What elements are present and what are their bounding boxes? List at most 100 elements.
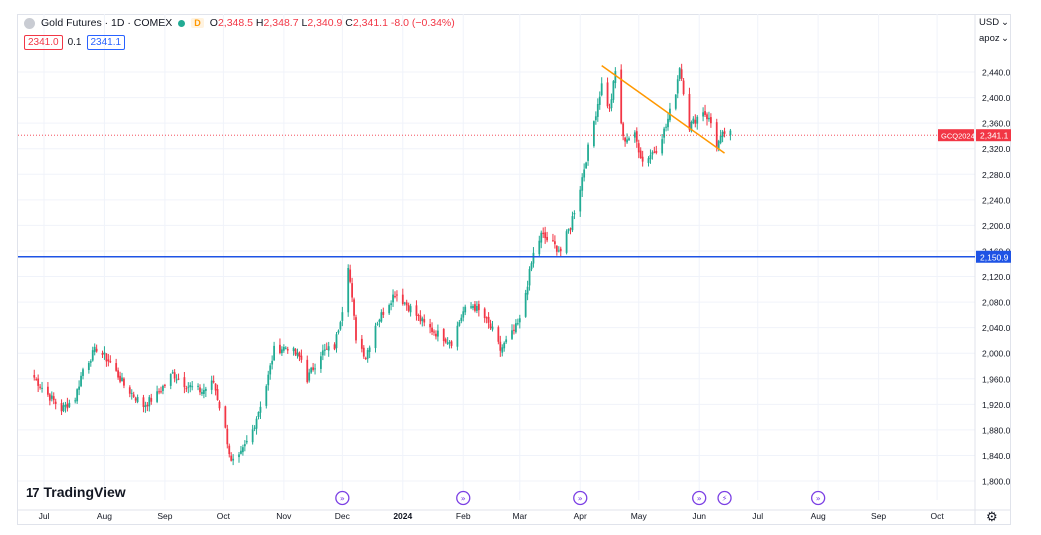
candle-body [515, 323, 517, 333]
high-key: H [255, 17, 264, 29]
candle-body [183, 377, 186, 388]
candle-body [403, 302, 406, 304]
candle-body [351, 283, 353, 298]
candle-body [460, 317, 463, 322]
candle-body [704, 111, 706, 115]
candle-body [341, 312, 344, 321]
settings-gear-icon[interactable]: ⚙ [986, 509, 998, 524]
candle-body [608, 107, 611, 109]
candle-body [682, 80, 685, 95]
candle-body [312, 367, 314, 370]
candle-body [201, 392, 203, 394]
candle-body [362, 347, 365, 357]
event-marker-circle [456, 490, 471, 506]
candle-body [491, 326, 494, 330]
candle-body [552, 240, 554, 242]
candle-body [282, 346, 285, 351]
candle-body [518, 318, 521, 323]
buy-button[interactable]: 2341.1 [86, 35, 126, 50]
candle-body [146, 404, 149, 407]
candle-body [259, 406, 262, 413]
candle-body [68, 402, 71, 407]
x-tick-label: Apr [574, 511, 587, 521]
candle-body [620, 69, 623, 124]
event-marker-circle [335, 490, 350, 506]
event-marker-circle [811, 490, 826, 506]
candle-body [327, 346, 330, 351]
candle-body [594, 116, 597, 121]
candle-body [639, 150, 642, 159]
candle-body [721, 131, 724, 138]
candle-body [626, 139, 628, 143]
candle-body [203, 389, 205, 394]
candle-body [115, 363, 118, 371]
candle-body [271, 360, 274, 365]
candle-body [431, 327, 433, 332]
candle-body [680, 69, 683, 79]
event-arrow-icon: » [697, 494, 702, 503]
sell-button[interactable]: 2341.0 [24, 35, 63, 50]
y-tick-label: 2,000.0 [982, 349, 1011, 359]
y-tick-label: 2,040.0 [982, 323, 1011, 333]
candle-body [688, 93, 691, 130]
candle-body [314, 368, 316, 370]
candle-body [148, 397, 151, 407]
candle-body [464, 306, 467, 313]
currency-selector[interactable]: USD ⌄ [979, 17, 1009, 28]
candle-body [171, 372, 174, 374]
x-tick-label: Sep [871, 511, 886, 521]
candle-body [130, 392, 133, 394]
candle-body [581, 177, 584, 191]
candle-body [708, 117, 710, 120]
open-key: O [209, 17, 218, 29]
y-tick-label: 1,840.0 [982, 451, 1011, 461]
candle-body [380, 312, 383, 322]
candle-body [483, 308, 486, 319]
candle-body [228, 445, 231, 455]
candle-body [175, 379, 178, 381]
candle-body [158, 391, 160, 393]
candle-body [415, 305, 418, 316]
candle-body [93, 346, 96, 353]
candle-body [173, 372, 176, 379]
close-value: 2,341.1 [352, 17, 388, 29]
symbol-title[interactable]: Gold Futures · 1D · COMEX [41, 17, 173, 29]
candle-body [54, 401, 57, 404]
candle-body [378, 319, 381, 322]
candle-body [555, 245, 558, 252]
x-tick-label: Feb [456, 511, 471, 521]
candle-body [641, 156, 644, 162]
y-tick-label: 2,200.0 [982, 221, 1011, 231]
candle-body [390, 303, 392, 306]
candle-body [199, 387, 201, 393]
candle-body [189, 385, 192, 388]
x-tick-label: Oct [930, 511, 944, 521]
candle-body [596, 104, 599, 117]
tradingview-logo[interactable]: 17 TradingView [26, 484, 126, 500]
logo-text: TradingView [43, 484, 126, 500]
candle-body [573, 213, 576, 215]
y-tick-label: 1,960.0 [982, 374, 1011, 384]
candle-body [610, 99, 613, 109]
candle-body [119, 375, 121, 382]
candle-body [353, 299, 355, 316]
currency-label: USD [979, 17, 1000, 28]
candle-body [321, 350, 324, 356]
candle-body [123, 378, 125, 386]
event-marker: ⚡ [717, 490, 732, 506]
candle-body [298, 352, 301, 357]
candle-body [624, 137, 626, 142]
candle-body [717, 141, 720, 150]
candle-body [107, 359, 110, 362]
candle-body [269, 365, 272, 375]
ohlc-values: O2,348.5 H2,348.7 L2,340.9 C2,341.1 -8.0… [210, 17, 455, 29]
candle-body [409, 306, 412, 313]
unit-selector[interactable]: apoz ⌄ [979, 33, 1009, 44]
candle-body [39, 386, 41, 388]
candle-body [692, 118, 695, 124]
event-marker: » [456, 490, 471, 506]
y-tick-label: 2,280.0 [982, 170, 1011, 180]
candle-body [60, 402, 63, 412]
candle-body [204, 388, 207, 391]
